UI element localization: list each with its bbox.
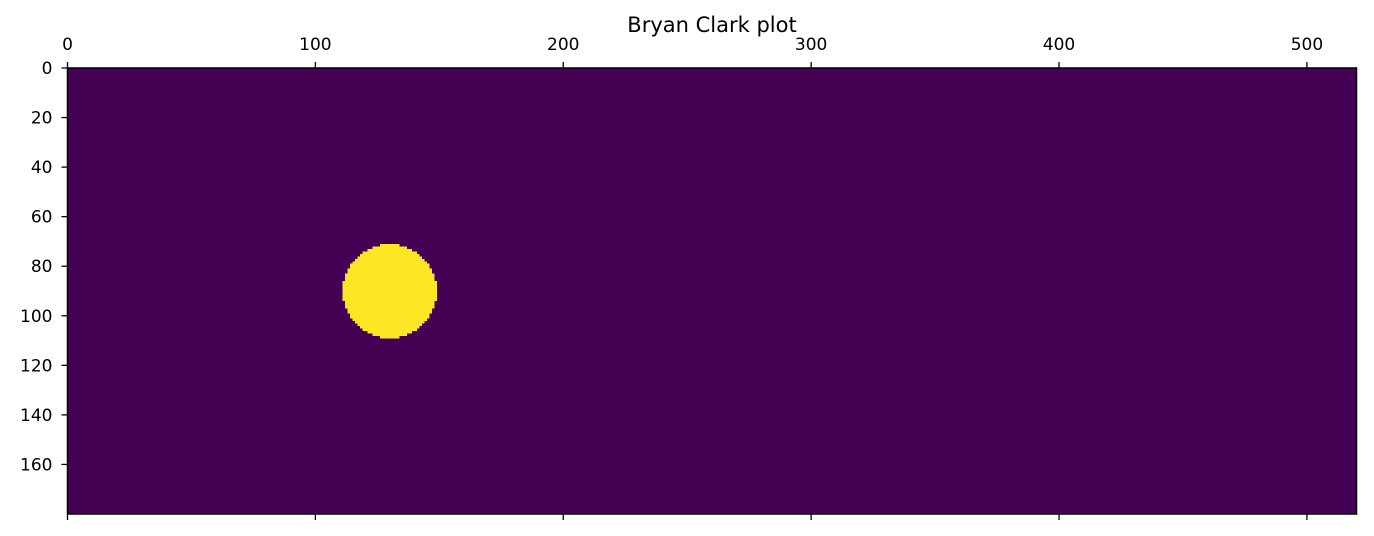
y-tick-label: 160	[20, 455, 52, 475]
heatmap-cell-row	[342, 298, 437, 302]
y-tick-label: 0	[42, 59, 53, 79]
heatmap-cell-row	[345, 303, 435, 307]
heatmap-cell-row	[367, 248, 413, 252]
heatmap-cell-row	[345, 300, 435, 304]
heatmap-cell-row	[342, 291, 437, 294]
heatmap-cell-row	[342, 288, 437, 292]
heatmap-cell-row	[360, 253, 420, 257]
plot-frame	[66, 67, 1358, 515]
heatmap-cell-row	[342, 283, 437, 287]
y-tick-label: 140	[20, 406, 52, 426]
heatmap-cell-row	[347, 268, 432, 272]
x-tick-label: 300	[795, 35, 827, 55]
heatmap-cell-row	[355, 258, 425, 262]
x-tick-label: 200	[547, 35, 579, 55]
heatmap-cell-row	[362, 328, 418, 331]
x-tick-label: 400	[1043, 35, 1075, 55]
heatmap-cell-row	[350, 266, 430, 269]
y-axis: 0 20 40 60 80 100 120 140 160	[20, 59, 68, 475]
heatmap-cell-row	[372, 333, 408, 336]
heatmap-cell-row	[342, 281, 437, 284]
heatmap-cell-row	[347, 271, 432, 274]
heatmap-cell-row	[350, 263, 430, 267]
heatmap-cell-row	[360, 325, 420, 329]
heatmap-cell-row	[367, 330, 413, 334]
heatmap-cell-row	[345, 278, 435, 282]
heatmap-cell-row	[350, 313, 430, 317]
x-tick-label: 0	[62, 35, 73, 55]
heatmap-cell-row	[347, 308, 432, 312]
heatmap-cell-row	[350, 315, 430, 319]
heatmap-cell-row	[372, 246, 408, 250]
heatmap-cell-row	[345, 305, 435, 309]
heatmap-cell-row	[379, 243, 400, 247]
x-axis: 0 100 200 300 400 500	[62, 35, 1323, 520]
heatmap-background	[67, 68, 1357, 514]
heatmap-cell-row	[342, 293, 437, 297]
heatmap-cell-row	[355, 320, 425, 324]
heatmap-cell-row	[345, 273, 435, 277]
heatmap-cell-row	[342, 295, 437, 299]
y-tick-label: 80	[31, 257, 53, 277]
y-tick-label: 40	[31, 158, 53, 178]
heatmap-cell-row	[342, 286, 437, 289]
y-tick-label: 60	[31, 208, 53, 228]
heatmap-cell-row	[345, 276, 435, 279]
y-tick-label: 120	[20, 356, 52, 376]
y-tick-label: 20	[31, 109, 53, 129]
x-tick-label: 100	[299, 35, 331, 55]
chart-title: Bryan Clark plot	[627, 13, 796, 37]
plot-area	[66, 67, 1358, 515]
heatmap-cell-row	[352, 318, 427, 322]
heatmap-cell-row	[357, 323, 422, 326]
heatmap-cell-row	[362, 251, 418, 255]
x-tick-label: 500	[1291, 35, 1323, 55]
y-tick-label: 100	[20, 307, 52, 327]
heatmap-cell-row	[347, 310, 432, 314]
heatmap-cell-row	[357, 256, 422, 260]
heatmap-shape-0	[342, 243, 437, 339]
heatmap-cell-row	[379, 335, 400, 339]
heatmap-cell-row	[352, 261, 427, 265]
